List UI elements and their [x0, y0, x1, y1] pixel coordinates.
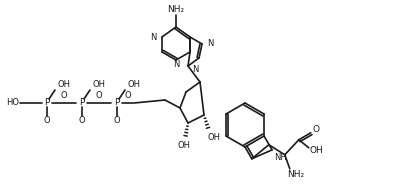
Text: O: O [44, 117, 50, 126]
Text: OH: OH [93, 80, 106, 89]
Text: N: N [173, 61, 179, 70]
Text: OH: OH [177, 142, 190, 151]
Text: NH: NH [273, 153, 286, 162]
Text: OH: OH [128, 80, 141, 89]
Text: NH₂: NH₂ [286, 170, 304, 179]
Text: N: N [192, 65, 198, 74]
Text: O: O [79, 117, 85, 126]
Text: N: N [150, 33, 157, 42]
Text: O: O [96, 92, 102, 101]
Text: NH₂: NH₂ [167, 5, 184, 14]
Text: O: O [311, 125, 318, 134]
Text: O: O [124, 92, 131, 101]
Text: HO: HO [6, 99, 19, 108]
Text: OH: OH [309, 146, 323, 155]
Text: N: N [207, 39, 213, 49]
Text: OH: OH [58, 80, 71, 89]
Text: O: O [60, 92, 67, 101]
Text: P: P [79, 99, 85, 108]
Text: OH: OH [207, 133, 220, 143]
Text: P: P [44, 99, 49, 108]
Text: P: P [114, 99, 119, 108]
Text: O: O [113, 117, 120, 126]
